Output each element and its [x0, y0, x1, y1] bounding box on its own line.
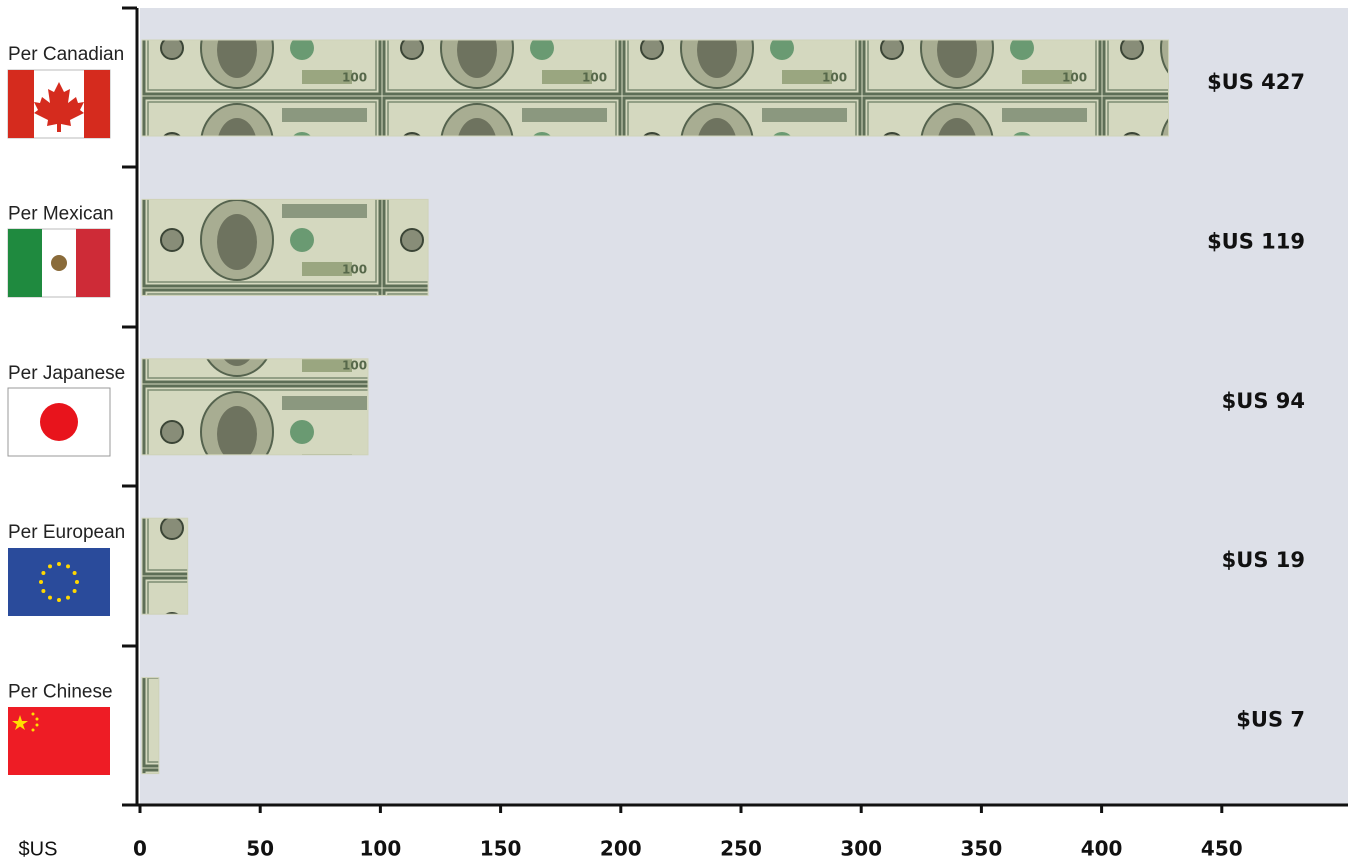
x-tick-label: 100	[360, 837, 402, 861]
x-tick-label: 50	[246, 837, 274, 861]
category-label: Per Mexican	[8, 203, 114, 224]
value-label: $US 19	[1222, 548, 1305, 572]
category-label: Per Chinese	[8, 682, 113, 703]
value-label: $US 94	[1222, 389, 1305, 413]
flag-china	[8, 707, 110, 775]
category-label: Per Japanese	[8, 363, 125, 384]
flag-japan	[8, 388, 110, 456]
x-tick-label: 200	[600, 837, 642, 861]
value-label: $US 427	[1207, 70, 1305, 94]
flag-eu	[8, 548, 110, 616]
bar	[142, 678, 159, 774]
bar	[142, 518, 188, 614]
bar	[142, 359, 368, 455]
x-tick-label: 450	[1201, 837, 1243, 861]
flag-canada	[8, 70, 110, 138]
x-tick-label: 400	[1081, 837, 1123, 861]
value-label: $US 7	[1236, 708, 1305, 732]
flag-mexico	[8, 229, 110, 297]
category-label: Per Canadian	[8, 44, 124, 65]
x-axis-label: $US	[19, 838, 58, 860]
x-tick-label: 300	[840, 837, 882, 861]
x-tick-label: 150	[480, 837, 522, 861]
x-tick-label: 0	[133, 837, 147, 861]
chart: 100 $US 050100150200250300350	[0, 0, 1348, 865]
x-tick-label: 350	[961, 837, 1003, 861]
row-ticks	[122, 8, 137, 646]
bar	[142, 199, 428, 295]
x-tick-label: 250	[720, 837, 762, 861]
bar	[142, 40, 1169, 136]
value-label: $US 119	[1207, 229, 1305, 253]
category-label: Per European	[8, 522, 125, 543]
